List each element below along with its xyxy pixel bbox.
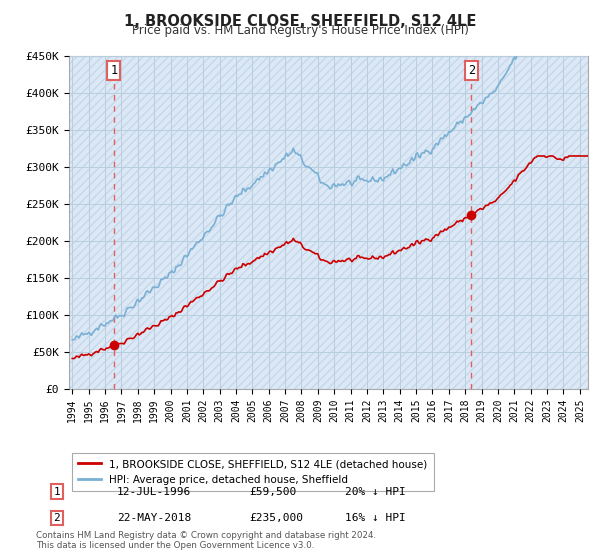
Text: £59,500: £59,500	[249, 487, 296, 497]
Text: 1, BROOKSIDE CLOSE, SHEFFIELD, S12 4LE: 1, BROOKSIDE CLOSE, SHEFFIELD, S12 4LE	[124, 14, 476, 29]
Text: 16% ↓ HPI: 16% ↓ HPI	[345, 513, 406, 523]
Text: 1: 1	[110, 64, 118, 77]
Text: £235,000: £235,000	[249, 513, 303, 523]
Text: Price paid vs. HM Land Registry's House Price Index (HPI): Price paid vs. HM Land Registry's House …	[131, 24, 469, 37]
Text: 12-JUL-1996: 12-JUL-1996	[117, 487, 191, 497]
Text: Contains HM Land Registry data © Crown copyright and database right 2024.
This d: Contains HM Land Registry data © Crown c…	[36, 530, 376, 550]
Text: 2: 2	[468, 64, 475, 77]
Text: 1: 1	[53, 487, 61, 497]
Text: 20% ↓ HPI: 20% ↓ HPI	[345, 487, 406, 497]
Text: 22-MAY-2018: 22-MAY-2018	[117, 513, 191, 523]
Legend: 1, BROOKSIDE CLOSE, SHEFFIELD, S12 4LE (detached house), HPI: Average price, det: 1, BROOKSIDE CLOSE, SHEFFIELD, S12 4LE (…	[71, 452, 434, 491]
Text: 2: 2	[53, 513, 61, 523]
